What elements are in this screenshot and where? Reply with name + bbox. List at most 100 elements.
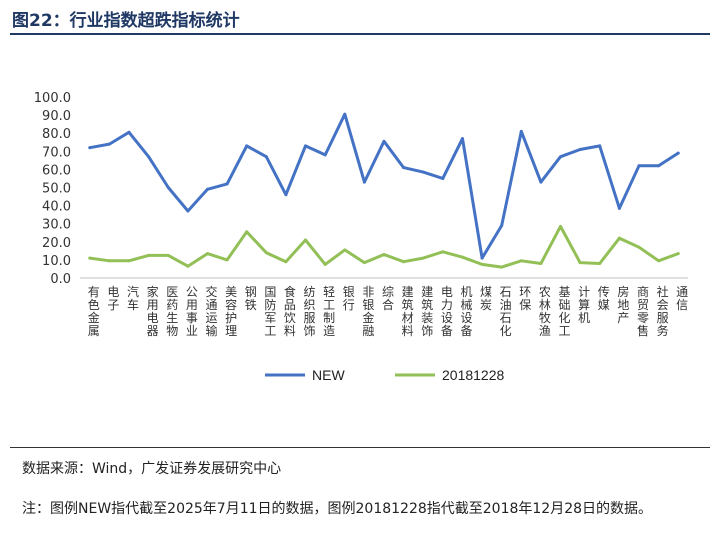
x-category-label: 石油石化 xyxy=(500,285,512,338)
data-point xyxy=(402,166,406,170)
x-category-label: 建筑装饰 xyxy=(421,285,433,338)
data-point xyxy=(500,265,504,269)
x-category-label: 纺织服饰 xyxy=(304,285,316,338)
y-tick-label: 20.0 xyxy=(42,236,71,251)
y-tick-label: 40.0 xyxy=(42,200,71,215)
x-category-label: 食品饮料 xyxy=(284,284,296,338)
title-bar: 图22：行业指数超跌指标统计 xyxy=(0,0,720,36)
data-point xyxy=(225,258,229,262)
data-point xyxy=(637,245,641,249)
footer-divider xyxy=(10,447,710,448)
data-point xyxy=(343,248,347,252)
x-category-label: 有色金属 xyxy=(88,285,100,338)
data-point xyxy=(166,186,170,189)
data-point xyxy=(147,155,151,159)
x-category-label: 国防军工 xyxy=(264,285,276,338)
data-point xyxy=(205,252,209,256)
data-point xyxy=(617,236,621,240)
note-text: 注：图例NEW指代截至2025年7月11日的数据，图例20181228指代截至2… xyxy=(22,501,653,517)
data-point xyxy=(304,238,308,242)
data-point xyxy=(284,260,288,264)
data-point xyxy=(441,250,445,254)
line-chart: 0.0 10.0 20.0 30.0 40.0 50.0 60.0 70.0 80.0 90.0 1… xyxy=(34,91,688,383)
x-category-label: 电力设备 xyxy=(441,285,453,338)
y-tick-label: 30.0 xyxy=(42,218,71,233)
data-point xyxy=(598,262,602,266)
x-category-label: 煤炭 xyxy=(480,285,492,312)
data-point xyxy=(500,224,504,228)
data-point xyxy=(343,112,347,116)
y-tick-label: 50.0 xyxy=(42,182,71,197)
data-point xyxy=(205,187,209,191)
x-category-label: 电子 xyxy=(107,285,119,312)
data-point xyxy=(559,224,563,228)
x-category-label: 家用电器 xyxy=(147,284,159,338)
data-point xyxy=(539,180,543,184)
x-category-label: 非银金融 xyxy=(362,285,374,338)
y-tick-label: 0.0 xyxy=(50,272,71,287)
x-category-label: 轻工制造 xyxy=(323,285,335,338)
data-point xyxy=(264,251,268,255)
data-point xyxy=(657,164,661,168)
data-point xyxy=(402,260,406,264)
data-point xyxy=(284,193,288,197)
data-point xyxy=(107,142,111,146)
y-tick-label: 70.0 xyxy=(42,145,71,160)
data-point xyxy=(539,262,543,266)
data-point xyxy=(304,144,308,148)
data-point xyxy=(166,253,170,257)
data-point xyxy=(637,164,641,168)
y-tick-label: 60.0 xyxy=(42,163,71,178)
x-category-label: 钢铁 xyxy=(245,285,257,312)
page-title: 图22：行业指数超跌指标统计 xyxy=(12,11,240,31)
data-point xyxy=(657,259,661,263)
data-point xyxy=(264,155,268,159)
data-point xyxy=(245,144,249,148)
x-category-label: 汽车 xyxy=(127,284,139,312)
source-text: 数据来源：Wind，广发证券发展研究中心 xyxy=(22,461,282,477)
x-category-label: 综合 xyxy=(382,285,394,312)
x-category-label: 机械设备 xyxy=(460,285,472,338)
data-point xyxy=(88,146,92,150)
data-point xyxy=(578,261,582,265)
data-point xyxy=(676,252,680,256)
x-category-label: 农林牧渔 xyxy=(539,285,551,338)
data-point xyxy=(460,137,464,141)
legend-label: NEW xyxy=(312,367,345,383)
data-point xyxy=(323,153,327,157)
data-point xyxy=(421,170,425,174)
x-category-label: 医药生物 xyxy=(166,285,178,338)
data-point xyxy=(147,253,151,257)
data-point xyxy=(598,144,602,148)
data-point xyxy=(362,261,366,265)
data-point xyxy=(578,147,582,151)
chart-container: 0.0 10.0 20.0 30.0 40.0 50.0 60.0 70.0 80.0 90.0 1… xyxy=(0,40,720,440)
data-point xyxy=(362,180,366,184)
data-point xyxy=(186,209,190,213)
y-tick-label: 100.0 xyxy=(34,91,71,106)
data-point xyxy=(480,256,484,260)
data-point xyxy=(323,262,327,266)
x-category-label: 环保 xyxy=(519,285,531,312)
data-point xyxy=(421,256,425,260)
y-tick-label: 10.0 xyxy=(42,254,71,269)
x-category-label: 通信 xyxy=(676,285,688,312)
x-category-label: 银行 xyxy=(343,285,355,312)
data-point xyxy=(127,130,131,134)
x-category-label: 计算机 xyxy=(578,285,590,325)
data-point xyxy=(519,129,523,133)
x-category-label: 传媒 xyxy=(598,284,610,312)
data-point xyxy=(559,155,563,159)
data-point xyxy=(480,262,484,266)
data-point xyxy=(127,259,131,263)
title-divider xyxy=(10,33,710,35)
x-category-label: 公用事业 xyxy=(186,285,198,338)
y-tick-label: 80.0 xyxy=(42,127,71,142)
data-point xyxy=(107,259,111,263)
data-point xyxy=(88,256,92,260)
data-point xyxy=(617,206,621,210)
x-category-label: 社会服务 xyxy=(657,284,669,338)
data-point xyxy=(676,151,680,155)
x-category-label: 房地产 xyxy=(617,284,629,325)
x-category-label: 交通运输 xyxy=(205,284,217,338)
